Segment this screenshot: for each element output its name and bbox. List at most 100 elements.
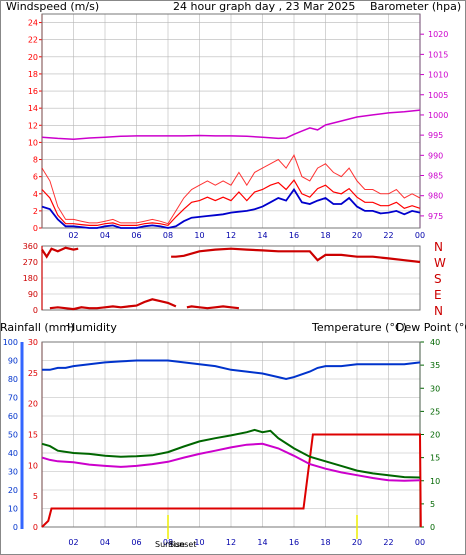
wind-axis-tick: 22 — [28, 36, 38, 45]
rain-axis-tick: 20 — [28, 400, 38, 409]
x-tick-label: 08 — [163, 538, 173, 547]
x-tick-label: 18 — [320, 538, 330, 547]
compass-label: N — [434, 304, 443, 318]
humidity-series-line — [42, 359, 421, 381]
direction-axis-tick: 0 — [33, 306, 38, 315]
wind-axis-tick: 4 — [33, 190, 38, 199]
humidity-axis-tick: 100 — [3, 338, 18, 347]
direction-series-line — [171, 247, 421, 264]
rain-axis-tick: 30 — [28, 338, 38, 347]
direction-axis-tick: 360 — [23, 242, 38, 251]
rain-axis-tick: 10 — [28, 461, 38, 470]
direction-series-line — [49, 298, 177, 311]
x-tick-label: 22 — [383, 231, 393, 240]
humidity-axis-tick: 70 — [8, 394, 18, 403]
x-tick-label: 04 — [100, 538, 110, 547]
temp-axis-tick: 25 — [430, 407, 440, 416]
rain-axis-tick: 0 — [33, 523, 38, 532]
x-tick-label: 08 — [163, 231, 173, 240]
direction-axis-tick: 180 — [23, 274, 38, 283]
compass-label: W — [434, 256, 446, 270]
humidity-axis-tick: 10 — [8, 505, 18, 514]
baro-axis-tick: 1000 — [428, 111, 448, 120]
dewpoint-label: Dew Point (°C) — [396, 321, 466, 334]
wind-axis-tick: 14 — [28, 104, 38, 113]
x-tick-label: 06 — [131, 538, 141, 547]
x-tick-label: 02 — [68, 231, 78, 240]
baro-axis-tick: 995 — [428, 131, 443, 140]
x-tick-label: 20 — [352, 231, 362, 240]
barometer-series-line — [41, 109, 421, 140]
humidity-axis-tick: 90 — [8, 357, 18, 366]
wind-axis-tick: 18 — [28, 70, 38, 79]
humidity-axis-tick: 60 — [8, 412, 18, 421]
wind-axis-tick: 24 — [28, 19, 38, 28]
baro-axis-tick: 1020 — [428, 30, 448, 39]
wind-axis-tick: 6 — [33, 173, 38, 182]
x-tick-label: 10 — [194, 538, 204, 547]
rain-axis-tick: 15 — [28, 431, 38, 440]
direction-series-line — [186, 305, 240, 310]
sunrise-label: Sunrise — [155, 540, 185, 549]
x-tick-label: 00 — [415, 231, 425, 240]
humidity-axis-tick: 80 — [8, 375, 18, 384]
temperature-label: Temperature (°C) — [311, 321, 407, 334]
direction-series-line — [41, 246, 79, 259]
x-tick-label: 20 — [352, 538, 362, 547]
x-tick-label: 02 — [68, 538, 78, 547]
sunset-label: Sunset — [169, 540, 196, 549]
x-tick-label: 14 — [257, 231, 267, 240]
compass-label: E — [434, 288, 442, 302]
humidity-axis-tick: 0 — [13, 523, 18, 532]
wind-axis-tick: 0 — [33, 224, 38, 233]
rain-axis-tick: 25 — [28, 369, 38, 378]
baro-axis-tick: 975 — [428, 212, 443, 221]
x-tick-label: 16 — [289, 538, 299, 547]
temp-axis-tick: 35 — [430, 361, 440, 370]
direction-axis-tick: 270 — [23, 258, 38, 267]
baro-axis-tick: 980 — [428, 192, 443, 201]
humidity-axis-tick: 40 — [8, 449, 18, 458]
wind-axis-tick: 8 — [33, 156, 38, 165]
wind-barometer-panel: 2422201816141210864201020101510101005100… — [28, 13, 448, 240]
windspeed-label: Windspeed (m/s) — [6, 0, 99, 13]
temp-axis-tick: 30 — [430, 384, 440, 393]
x-tick-label: 22 — [383, 538, 393, 547]
baro-axis-tick: 1005 — [428, 91, 448, 100]
wind-axis-tick: 20 — [28, 53, 38, 62]
humidity-label: Humidity — [67, 321, 117, 334]
temperature-series-line — [41, 428, 421, 479]
x-tick-label: 10 — [194, 231, 204, 240]
x-tick-label: 12 — [226, 231, 236, 240]
x-tick-label: 16 — [289, 231, 299, 240]
temp-axis-tick: 5 — [430, 500, 435, 509]
baro-axis-tick: 985 — [428, 172, 443, 181]
wind-axis-tick: 10 — [28, 138, 38, 147]
compass-label: N — [434, 240, 443, 254]
direction-axis-tick: 90 — [28, 290, 38, 299]
temp-axis-tick: 10 — [430, 477, 440, 486]
wind-axis-tick: 16 — [28, 87, 38, 96]
temp-axis-tick: 0 — [430, 523, 435, 532]
wind-series-line — [41, 179, 421, 227]
x-tick-label: 04 — [100, 231, 110, 240]
humidity-axis-tick: 30 — [8, 468, 18, 477]
x-tick-label: 12 — [226, 538, 236, 547]
temp-humidity-rain-panel: 1009080706050403020100302520151050403530… — [3, 338, 440, 547]
rainfall-label: Rainfall (mm) — [0, 321, 74, 334]
gust-series-line — [41, 154, 421, 225]
x-tick-label: 18 — [320, 231, 330, 240]
x-tick-label: 06 — [131, 231, 141, 240]
rainfall-series-line — [41, 433, 422, 528]
temp-axis-tick: 15 — [430, 454, 440, 463]
temp-axis-tick: 20 — [430, 431, 440, 440]
baro-axis-tick: 1010 — [428, 71, 448, 80]
dewpoint-series-line — [41, 442, 421, 482]
humidity-axis-tick: 50 — [8, 431, 18, 440]
graph-title: 24 hour graph day , 23 Mar 2025 — [173, 0, 355, 13]
baro-axis-tick: 1015 — [428, 50, 448, 59]
avgwind-series-line — [41, 187, 421, 229]
rain-axis-tick: 5 — [33, 492, 38, 501]
